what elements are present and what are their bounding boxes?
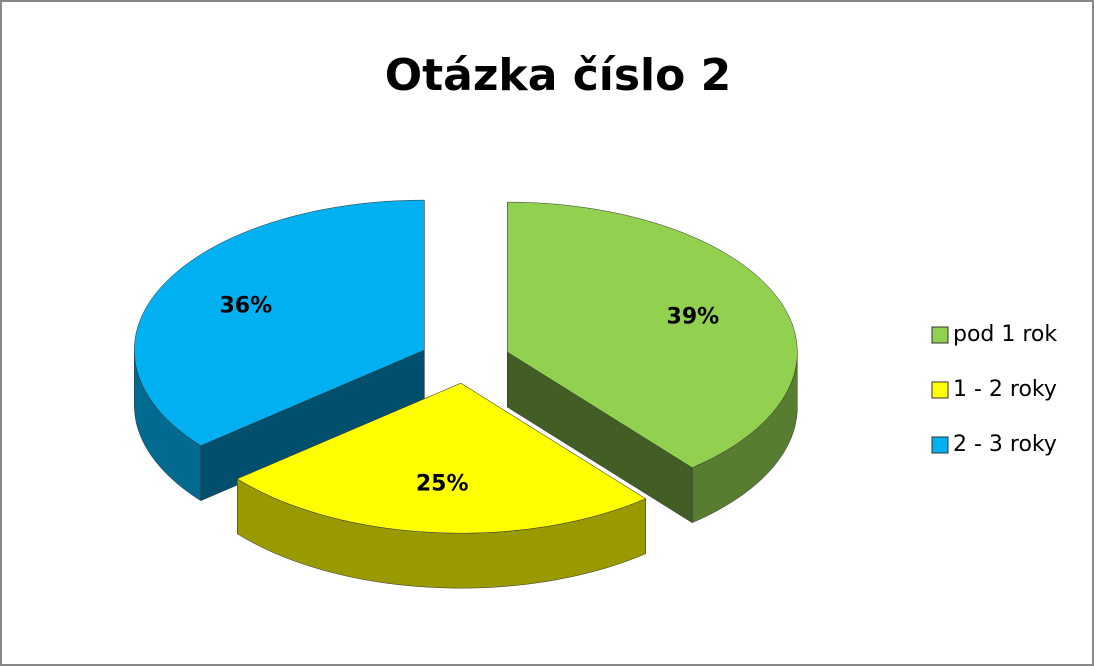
legend-label: 2 - 3 roky (953, 432, 1057, 457)
legend-label: pod 1 rok (953, 322, 1057, 347)
legend-swatch (931, 436, 949, 454)
legend-swatch (931, 326, 949, 344)
slice-top (507, 201, 798, 468)
pie-slice (134, 199, 425, 502)
pie-slice (236, 382, 647, 589)
slice-top (236, 382, 647, 534)
legend-swatch (931, 381, 949, 399)
pie-slice (507, 201, 798, 524)
data-label: 39% (667, 305, 720, 330)
data-label: 36% (220, 294, 273, 319)
data-label: 25% (416, 472, 469, 497)
slice-top (134, 199, 425, 446)
chart-title: Otázka číslo 2 (385, 50, 732, 101)
legend-label: 1 - 2 roky (953, 377, 1057, 402)
